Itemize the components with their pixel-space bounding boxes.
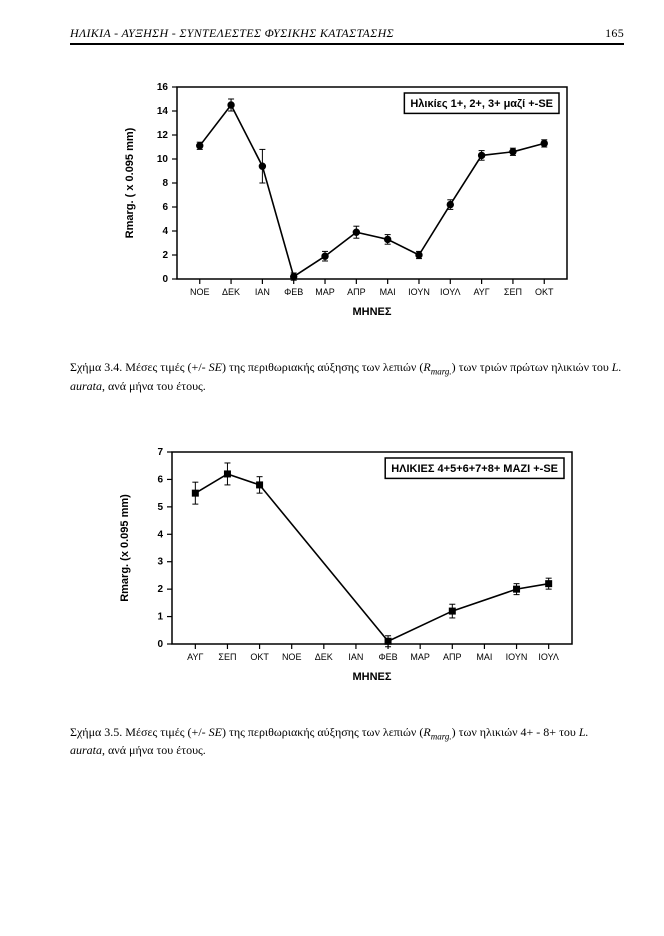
- svg-text:2: 2: [157, 584, 163, 595]
- svg-text:ΣΕΠ: ΣΕΠ: [504, 287, 522, 297]
- chart-1-svg: 0 2 4 6 8 10 12 14 16 ΝΟΕ ΔΕΚ ΙΑΝ ΦΕΒ ΜΑΡ ΑΠΡ ΜΑΙ ΙΟΥΝ ΙΟ…: [112, 69, 582, 329]
- figure-3-5: 0 1 2 3 4 5 6 7 ΑΥΓ ΣΕΠ ΟΚΤ ΝΟΕ ΔΕΚ ΙΑΝ ΦΕΒ ΜΑΡ ΑΠΡ ΜΑΙ ΙΟ…: [70, 434, 624, 694]
- caption-3-5: Σχήμα 3.5. Μέσες τιμές (+/- SE) της περι…: [70, 724, 624, 759]
- svg-text:ΙΟΥΛ: ΙΟΥΛ: [440, 287, 461, 297]
- svg-text:ΜΑΙ: ΜΑΙ: [380, 287, 396, 297]
- svg-text:12: 12: [157, 130, 169, 141]
- svg-text:0: 0: [157, 639, 163, 650]
- svg-text:10: 10: [157, 154, 169, 165]
- svg-text:Rmarg. (x 0.095 mm): Rmarg. (x 0.095 mm): [119, 494, 131, 602]
- figure-3-4: 0 2 4 6 8 10 12 14 16 ΝΟΕ ΔΕΚ ΙΑΝ ΦΕΒ ΜΑΡ ΑΠΡ ΜΑΙ ΙΟΥΝ ΙΟ…: [70, 69, 624, 329]
- page-number: 165: [605, 26, 624, 41]
- svg-text:ΑΥΓ: ΑΥΓ: [473, 287, 489, 297]
- svg-text:3: 3: [157, 556, 163, 567]
- svg-text:ΦΕΒ: ΦΕΒ: [378, 652, 397, 662]
- svg-text:6: 6: [157, 474, 163, 485]
- svg-text:ΟΚΤ: ΟΚΤ: [535, 287, 554, 297]
- svg-text:ΦΕΒ: ΦΕΒ: [284, 287, 303, 297]
- svg-text:ΙΑΝ: ΙΑΝ: [348, 652, 363, 662]
- svg-text:ΑΠΡ: ΑΠΡ: [347, 287, 366, 297]
- svg-text:ΙΟΥΝ: ΙΟΥΝ: [408, 287, 430, 297]
- svg-text:4: 4: [162, 226, 168, 237]
- svg-text:16: 16: [157, 82, 169, 93]
- svg-text:4: 4: [157, 529, 163, 540]
- svg-text:ΙΑΝ: ΙΑΝ: [255, 287, 270, 297]
- svg-text:6: 6: [162, 202, 168, 213]
- svg-text:8: 8: [162, 178, 168, 189]
- svg-text:1: 1: [157, 611, 163, 622]
- svg-text:ΔΕΚ: ΔΕΚ: [222, 287, 240, 297]
- svg-text:ΝΟΕ: ΝΟΕ: [190, 287, 210, 297]
- svg-text:0: 0: [162, 274, 168, 285]
- svg-text:ΜΗΝΕΣ: ΜΗΝΕΣ: [353, 306, 392, 318]
- svg-text:14: 14: [157, 106, 169, 117]
- svg-text:ΜΑΡ: ΜΑΡ: [315, 287, 335, 297]
- svg-text:ΙΟΥΝ: ΙΟΥΝ: [506, 652, 528, 662]
- svg-text:2: 2: [162, 250, 168, 261]
- svg-text:ΣΕΠ: ΣΕΠ: [218, 652, 236, 662]
- svg-text:ΑΠΡ: ΑΠΡ: [443, 652, 462, 662]
- svg-text:ΜΗΝΕΣ: ΜΗΝΕΣ: [353, 671, 392, 683]
- svg-text:7: 7: [157, 447, 163, 458]
- svg-text:ΙΟΥΛ: ΙΟΥΛ: [538, 652, 559, 662]
- chart-2-svg: 0 1 2 3 4 5 6 7 ΑΥΓ ΣΕΠ ΟΚΤ ΝΟΕ ΔΕΚ ΙΑΝ ΦΕΒ ΜΑΡ ΑΠΡ ΜΑΙ ΙΟ…: [107, 434, 587, 694]
- caption-3-4: Σχήμα 3.4. Μέσες τιμές (+/- SE) της περι…: [70, 359, 624, 394]
- svg-text:ΗΛΙΚΙΕΣ 4+5+6+7+8+ ΜΑΖΙ +-S: ΗΛΙΚΙΕΣ 4+5+6+7+8+ ΜΑΖΙ +-SE: [391, 463, 558, 475]
- svg-text:5: 5: [157, 502, 163, 513]
- svg-text:ΜΑΡ: ΜΑΡ: [410, 652, 430, 662]
- svg-text:ΑΥΓ: ΑΥΓ: [187, 652, 203, 662]
- svg-text:ΔΕΚ: ΔΕΚ: [315, 652, 333, 662]
- header-title: ΗΛΙΚΙΑ - ΑΥΞΗΣΗ - ΣΥΝΤΕΛΕΣΤΕΣ ΦΥΣΙΚΗΣ ΚΑ…: [70, 26, 394, 41]
- svg-text:ΜΑΙ: ΜΑΙ: [476, 652, 492, 662]
- running-header: ΗΛΙΚΙΑ - ΑΥΞΗΣΗ - ΣΥΝΤΕΛΕΣΤΕΣ ΦΥΣΙΚΗΣ ΚΑ…: [70, 26, 624, 45]
- svg-text:Rmarg. ( x 0.095 mm): Rmarg. ( x 0.095 mm): [124, 127, 136, 238]
- svg-text:ΟΚΤ: ΟΚΤ: [250, 652, 269, 662]
- svg-text:Ηλικίες 1+, 2+, 3+ μαζί +-SE: Ηλικίες 1+, 2+, 3+ μαζί +-SE: [410, 98, 553, 110]
- svg-text:ΝΟΕ: ΝΟΕ: [282, 652, 302, 662]
